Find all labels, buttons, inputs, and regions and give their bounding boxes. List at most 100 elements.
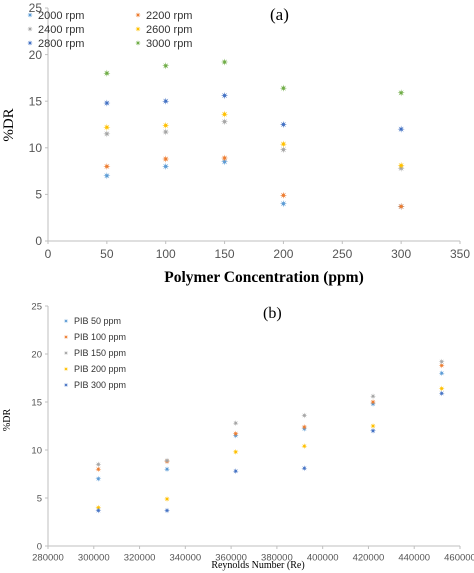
- y-tick-label: 0: [37, 541, 42, 552]
- x-tick-label: 400000: [307, 553, 339, 564]
- y-tick-label: 10: [31, 445, 42, 456]
- x-tick-label: 340000: [169, 553, 201, 564]
- data-point: [370, 423, 377, 429]
- data-point: [220, 58, 229, 66]
- x-tick-label: 300000: [78, 553, 110, 564]
- legend-marker: [27, 26, 33, 32]
- data-point: [301, 443, 308, 450]
- data-point: [279, 191, 288, 199]
- legend-label: PIB 50 ppm: [74, 316, 121, 326]
- data-point: [220, 110, 229, 118]
- chart-a-legend: 2000 rpm 2200 rpm 2400 rpm 2600 rpm 2800 rpm…: [27, 10, 192, 50]
- legend-label: PIB 200 ppm: [74, 364, 126, 374]
- legend-entry: 2800 rpm: [27, 38, 84, 50]
- data-point: [370, 393, 377, 400]
- data-point: [397, 89, 405, 97]
- x-tick-label: 100: [156, 247, 176, 261]
- chart-b: 0 5 10 15 20 25 280000 300000 320000 340000 360000…: [2, 301, 474, 571]
- data-point: [370, 399, 377, 405]
- x-tick-label: 460000: [444, 553, 474, 564]
- legend-marker: [63, 382, 69, 388]
- legend-marker: [135, 40, 141, 46]
- y-tick-label: 15: [31, 397, 42, 408]
- data-point: [162, 162, 170, 171]
- data-point: [162, 62, 170, 70]
- legend-entry: 2200 rpm: [135, 10, 192, 22]
- data-point: [397, 161, 405, 170]
- x-tick-label: 150: [215, 247, 235, 261]
- data-point: [95, 466, 102, 473]
- data-point: [95, 475, 102, 482]
- data-point: [162, 97, 170, 105]
- y-tick-label: 25: [29, 1, 43, 15]
- legend-marker: [135, 26, 141, 32]
- x-tick-label: 350: [450, 247, 470, 261]
- chart-b-points: [95, 358, 445, 514]
- data-point: [103, 99, 111, 107]
- y-tick-label: 0: [35, 234, 42, 248]
- x-tick-label: 300: [391, 247, 411, 261]
- data-point: [301, 465, 308, 472]
- data-point: [162, 121, 170, 130]
- x-tick-label: 360000: [215, 553, 247, 564]
- data-point: [95, 507, 102, 514]
- legend-entry: 2600 rpm: [135, 24, 192, 36]
- data-point: [232, 420, 239, 427]
- legend-marker: [27, 12, 33, 18]
- legend-entry: PIB 50 ppm: [63, 316, 121, 326]
- data-point: [279, 146, 288, 154]
- legend-entry: 2400 rpm: [27, 24, 84, 36]
- data-point: [220, 92, 229, 100]
- legend-label: PIB 100 ppm: [74, 332, 126, 342]
- data-point: [301, 423, 308, 430]
- data-point: [397, 125, 405, 133]
- data-point: [438, 370, 445, 377]
- y-tick-label: 15: [29, 94, 43, 108]
- legend-entry: PIB 300 ppm: [63, 380, 126, 390]
- data-point: [162, 155, 170, 163]
- chart-a-points: [103, 58, 405, 211]
- legend-marker: [63, 350, 69, 356]
- data-point: [103, 172, 111, 180]
- x-tick-label: 200: [273, 247, 293, 261]
- data-point: [438, 362, 445, 369]
- legend-marker: [135, 12, 141, 18]
- x-tick-label: 0: [45, 247, 52, 261]
- legend-marker: [63, 366, 69, 372]
- x-tick-label: 250: [332, 247, 352, 261]
- data-point: [164, 466, 171, 473]
- data-point: [301, 412, 308, 419]
- chart-a-panel-label: (a): [270, 5, 289, 24]
- y-tick-label: 20: [31, 349, 42, 360]
- legend-label: 2400 rpm: [38, 24, 84, 36]
- chart-a-x-axis-title: Polymer Concentration (ppm): [164, 269, 363, 286]
- legend-label: 2000 rpm: [38, 10, 84, 22]
- data-point: [279, 200, 288, 208]
- y-tick-label: 25: [31, 301, 42, 312]
- y-tick-label: 20: [29, 48, 43, 62]
- legend-entry: 2000 rpm: [27, 10, 84, 22]
- data-point: [438, 390, 445, 397]
- data-point: [164, 495, 171, 502]
- legend-label: PIB 150 ppm: [74, 348, 126, 358]
- data-point: [279, 84, 288, 92]
- chart-b-axes: 0 5 10 15 20 25 280000 300000 320000 340000 360000…: [31, 301, 474, 563]
- legend-label: 2800 rpm: [38, 38, 84, 50]
- legend-entry: PIB 150 ppm: [63, 348, 126, 358]
- legend-label: 2200 rpm: [146, 10, 192, 22]
- data-point: [220, 118, 229, 126]
- legend-marker: [63, 318, 69, 324]
- data-point: [164, 457, 171, 464]
- data-point: [232, 448, 239, 455]
- data-point: [438, 358, 445, 365]
- chart-b-x-axis-title: Reynolds Number (Re): [211, 560, 304, 571]
- data-point: [232, 430, 239, 437]
- data-point: [397, 202, 405, 211]
- y-tick-label: 10: [29, 141, 43, 155]
- data-point: [370, 427, 377, 434]
- legend-marker: [27, 40, 33, 46]
- data-point: [232, 468, 239, 475]
